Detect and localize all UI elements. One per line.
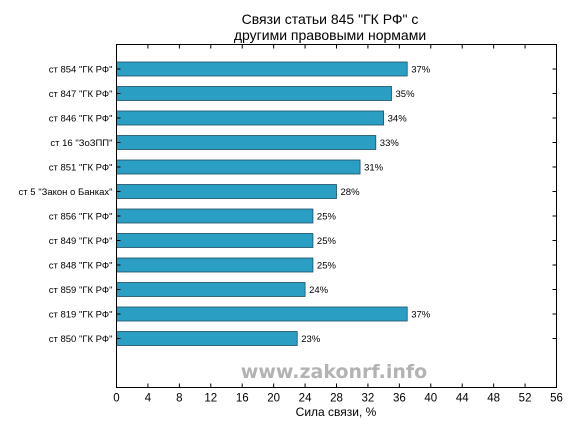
x-tick-label-12: 48 — [487, 393, 500, 405]
bar-9 — [116, 282, 306, 297]
category-label-4: ст 851 "ГК РФ" — [49, 163, 113, 174]
category-label-3: ст 16 "ЗоЗПП" — [50, 138, 112, 149]
bar-6 — [116, 208, 314, 224]
data-label-5: 28% — [341, 187, 361, 198]
watermark-text: www.zakonrf.info — [241, 361, 427, 383]
bar-7 — [116, 233, 314, 248]
data-label-7: 25% — [317, 236, 337, 247]
bar-4 — [116, 159, 361, 175]
category-label-1: ст 847 "ГК РФ" — [49, 89, 113, 100]
category-label-5: ст 5 "Закон о Банках" — [19, 187, 113, 198]
category-label-9: ст 859 "ГК РФ" — [49, 285, 113, 296]
bar-8 — [116, 257, 314, 273]
category-label-2: ст 846 "ГК РФ" — [49, 114, 113, 125]
x-tick-label-2: 8 — [176, 393, 182, 405]
data-label-6: 25% — [317, 212, 337, 223]
bar-5 — [116, 184, 337, 199]
data-label-8: 25% — [317, 261, 337, 272]
bar-1 — [116, 86, 392, 101]
bar-2 — [116, 110, 385, 126]
category-label-7: ст 849 "ГК РФ" — [49, 236, 113, 247]
x-tick-label-4: 16 — [236, 393, 249, 405]
bar-0 — [116, 61, 408, 77]
x-tick-label-14: 56 — [550, 393, 563, 405]
data-label-0: 37% — [411, 65, 431, 76]
data-label-10: 37% — [411, 310, 431, 321]
x-tick-label-0: 0 — [113, 393, 119, 405]
category-label-11: ст 850 "ГК РФ" — [49, 334, 113, 345]
category-label-6: ст 856 "ГК РФ" — [49, 212, 113, 223]
labels-layer: ст 854 "ГК РФ" 37% ст 847 "ГК РФ" 35% ст 846… — [19, 65, 563, 405]
x-tick-label-11: 44 — [456, 393, 469, 405]
x-tick-label-5: 20 — [267, 393, 280, 405]
x-tick-label-6: 24 — [299, 393, 312, 405]
data-label-11: 23% — [301, 334, 321, 345]
x-tick-label-8: 32 — [362, 393, 375, 405]
data-label-4: 31% — [364, 163, 384, 174]
data-label-1: 35% — [396, 89, 416, 100]
category-label-8: ст 848 "ГК РФ" — [49, 261, 113, 272]
bar-10 — [116, 306, 408, 322]
x-tick-label-13: 52 — [519, 393, 532, 405]
x-tick-label-10: 40 — [424, 393, 437, 405]
data-label-3: 33% — [380, 138, 400, 149]
category-label-0: ст 854 "ГК РФ" — [49, 65, 113, 76]
x-tick-label-9: 36 — [393, 393, 406, 405]
plot-frame — [116, 44, 557, 388]
x-tick-label-3: 12 — [204, 393, 217, 405]
ticks-layer — [116, 44, 557, 388]
category-label-10: ст 819 "ГК РФ" — [49, 310, 113, 321]
bars-layer — [116, 61, 408, 346]
bar-3 — [116, 135, 377, 150]
data-label-9: 24% — [309, 285, 329, 296]
chart-title-line-1: Связи статьи 845 "ГК РФ" с — [242, 11, 419, 27]
data-label-2: 34% — [388, 114, 408, 125]
x-axis-title: Сила связи, % — [296, 405, 377, 419]
bar-11 — [116, 331, 298, 346]
x-tick-label-1: 4 — [145, 393, 152, 405]
chart-title-line-2: другими правовыми нормами — [234, 27, 426, 43]
x-tick-label-7: 28 — [330, 393, 343, 405]
